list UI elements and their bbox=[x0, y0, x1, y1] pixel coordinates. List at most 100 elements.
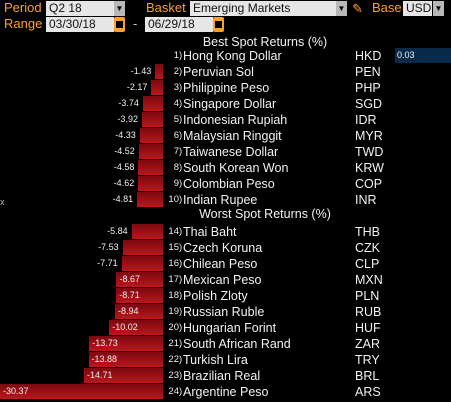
currency-code: ZAR bbox=[355, 337, 380, 351]
rank-number: 1 bbox=[173, 50, 179, 61]
return-value-label: -2.17 bbox=[126, 82, 148, 92]
currency-name[interactable]: Indonesian Rupiah bbox=[183, 113, 288, 127]
return-value-label: -4.58 bbox=[113, 162, 135, 172]
rank-number: 19 bbox=[168, 306, 179, 317]
range-label: Range bbox=[4, 16, 43, 31]
rank-paren: ) bbox=[179, 98, 183, 109]
return-value-label: -5.84 bbox=[107, 226, 128, 236]
currency-code: CLP bbox=[355, 257, 380, 271]
currency-name[interactable]: South Korean Won bbox=[183, 161, 289, 175]
rank-number: 23 bbox=[168, 370, 179, 381]
return-value-label: -4.33 bbox=[115, 130, 136, 140]
table-row: -4.62 9) Colombian Peso COP bbox=[0, 176, 451, 192]
return-value-label: -3.74 bbox=[118, 98, 139, 108]
return-bar bbox=[115, 304, 163, 319]
currency-name[interactable]: Chilean Peso bbox=[183, 257, 258, 271]
currency-code: THB bbox=[355, 225, 380, 239]
rank-paren: ) bbox=[179, 290, 183, 301]
rank-number: 22 bbox=[168, 354, 179, 365]
rank-paren: ) bbox=[179, 194, 183, 205]
return-value-label: -13.73 bbox=[92, 338, 118, 348]
currency-code: HKD bbox=[355, 49, 382, 63]
currency-name[interactable]: Hungarian Forint bbox=[183, 321, 277, 335]
basket-field[interactable]: Emerging Markets bbox=[190, 1, 336, 16]
return-bar bbox=[395, 48, 451, 63]
base-label: Base bbox=[372, 0, 402, 15]
rank-paren: ) bbox=[179, 226, 183, 237]
period-dropdown-icon[interactable]: ▼ bbox=[114, 1, 125, 16]
table-row: 0.03 1) Hong Kong Dollar HKD bbox=[0, 48, 451, 64]
return-bar bbox=[122, 240, 163, 255]
rank-paren: ) bbox=[179, 306, 183, 317]
rank-number: 15 bbox=[168, 242, 179, 253]
return-value-label: -7.71 bbox=[97, 258, 118, 268]
table-row: -8.67 17) Mexican Peso MXN bbox=[0, 272, 451, 288]
rank-paren: ) bbox=[179, 82, 183, 93]
return-bar bbox=[137, 192, 163, 207]
basket-dropdown-icon[interactable]: ▼ bbox=[336, 1, 347, 16]
rank-number: 10 bbox=[168, 194, 179, 205]
rank-paren: ) bbox=[179, 258, 183, 269]
currency-code: ARS bbox=[355, 385, 381, 399]
currency-code: MXN bbox=[355, 273, 383, 287]
start-date-field[interactable]: 03/30/18 bbox=[46, 17, 114, 32]
base-field[interactable]: USD bbox=[403, 1, 432, 16]
range-dash: - bbox=[133, 16, 138, 31]
currency-name[interactable]: Russian Ruble bbox=[183, 305, 265, 319]
currency-name[interactable]: Philippine Peso bbox=[183, 81, 270, 95]
return-value-label: -4.52 bbox=[114, 146, 135, 156]
pencil-edit-icon[interactable]: ✎ bbox=[352, 1, 363, 16]
currency-name[interactable]: Brazilian Real bbox=[183, 369, 261, 383]
currency-name[interactable]: Taiwanese Dollar bbox=[183, 145, 279, 159]
currency-name[interactable]: Thai Baht bbox=[183, 225, 237, 239]
rank-paren: ) bbox=[179, 130, 183, 141]
return-value-label: -7.53 bbox=[98, 242, 119, 252]
return-value-label: -10.02 bbox=[112, 322, 138, 332]
currency-name[interactable]: Argentine Peso bbox=[183, 385, 269, 399]
currency-code: TRY bbox=[355, 353, 380, 367]
return-bar bbox=[141, 112, 163, 127]
table-row: -8.94 19) Russian Ruble RUB bbox=[0, 304, 451, 320]
base-dropdown-icon[interactable]: ▼ bbox=[433, 1, 444, 16]
return-bar bbox=[109, 320, 163, 335]
currency-name[interactable]: Polish Zloty bbox=[183, 289, 248, 303]
currency-code: PLN bbox=[355, 289, 380, 303]
start-calendar-icon[interactable] bbox=[114, 17, 125, 32]
return-bar bbox=[121, 256, 163, 271]
return-value-label: 0.03 bbox=[397, 50, 415, 60]
currency-name[interactable]: South African Rand bbox=[183, 337, 291, 351]
table-row: -8.71 18) Polish Zloty PLN bbox=[0, 288, 451, 304]
rank-paren: ) bbox=[179, 50, 183, 61]
return-value-label: -8.67 bbox=[119, 274, 140, 284]
return-bar bbox=[131, 224, 163, 239]
currency-name[interactable]: Malaysian Ringgit bbox=[183, 129, 282, 143]
currency-name[interactable]: Mexican Peso bbox=[183, 273, 262, 287]
rank-paren: ) bbox=[179, 274, 183, 285]
currency-name[interactable]: Hong Kong Dollar bbox=[183, 49, 282, 63]
edge-marker: x bbox=[0, 197, 5, 207]
currency-name[interactable]: Czech Koruna bbox=[183, 241, 263, 255]
currency-name[interactable]: Singapore Dollar bbox=[183, 97, 277, 111]
currency-name[interactable]: Indian Rupee bbox=[183, 193, 258, 207]
return-bar bbox=[138, 144, 163, 159]
currency-name[interactable]: Peruvian Sol bbox=[183, 65, 254, 79]
rank-number: 14 bbox=[168, 226, 179, 237]
currency-name[interactable]: Colombian Peso bbox=[183, 177, 275, 191]
currency-code: COP bbox=[355, 177, 383, 191]
return-value-label: -8.71 bbox=[119, 290, 140, 300]
rank-paren: ) bbox=[179, 178, 183, 189]
rank-number: 6 bbox=[173, 130, 179, 141]
rank-paren: ) bbox=[179, 162, 183, 173]
table-row: -30.37 24) Argentine Peso ARS bbox=[0, 384, 451, 400]
return-value-label: -8.94 bbox=[118, 306, 139, 316]
end-date-field[interactable]: 06/29/18 bbox=[145, 17, 213, 32]
period-field[interactable]: Q2 18 bbox=[46, 1, 114, 16]
return-value-label: -14.71 bbox=[87, 370, 113, 380]
rank-number: 24 bbox=[168, 386, 179, 397]
return-bar bbox=[116, 288, 163, 303]
end-calendar-icon[interactable] bbox=[213, 17, 224, 32]
rank-number: 2 bbox=[173, 66, 179, 77]
return-bar bbox=[0, 384, 163, 399]
rank-number: 8 bbox=[173, 162, 179, 173]
currency-name[interactable]: Turkish Lira bbox=[183, 353, 248, 367]
